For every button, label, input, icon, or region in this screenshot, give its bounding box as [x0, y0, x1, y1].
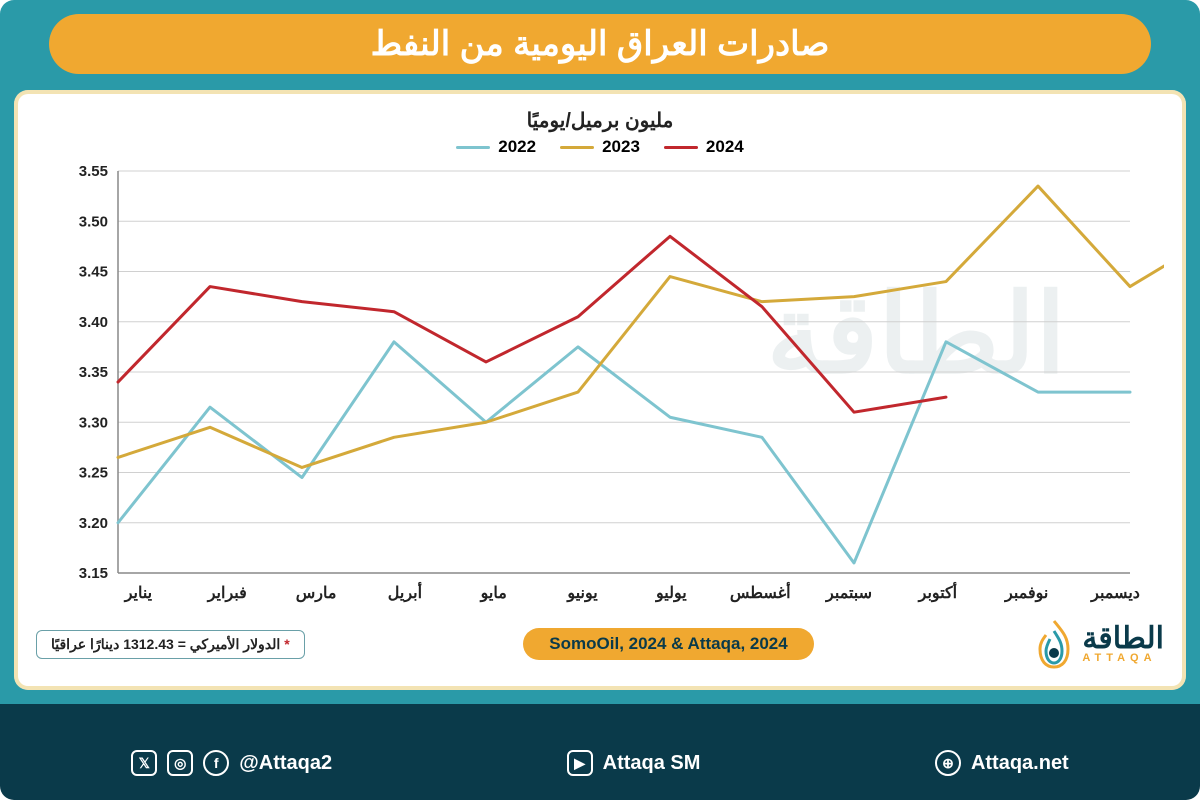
logo-text-en: ATTAQA	[1082, 652, 1164, 664]
legend: 2022 2023 2024	[36, 137, 1164, 157]
title-banner: صادرات العراق اليومية من النفط	[49, 14, 1151, 74]
attaqa-logo: الطاقة ATTAQA	[1032, 617, 1164, 671]
social-youtube: ▶ Attaqa SM	[567, 750, 701, 776]
facebook-icon: f	[203, 750, 229, 776]
note-text: الدولار الأميركي = 1312.43 دينارًا عراقي…	[51, 636, 280, 652]
x-tick-label: فبراير	[183, 583, 272, 603]
web-label: Attaqa.net	[971, 752, 1069, 775]
legend-swatch-2022	[456, 146, 490, 149]
x-tick-label: ديسمبر	[1071, 583, 1160, 603]
svg-text:3.55: 3.55	[79, 163, 108, 180]
x-tick-label: مارس	[272, 583, 361, 603]
logo-text-block: الطاقة ATTAQA	[1082, 625, 1164, 664]
plot-area: 3.15 3.20 3.25 3.30 3.35 3.40 3.45 3.50 3.55	[36, 163, 1164, 583]
x-tick-label: يوليو	[627, 583, 716, 603]
svg-text:3.30: 3.30	[79, 414, 108, 431]
legend-label-2024: 2024	[706, 137, 744, 157]
legend-item-2022: 2022	[456, 137, 536, 157]
legend-item-2023: 2023	[560, 137, 640, 157]
legend-swatch-2024	[664, 146, 698, 149]
y-axis-title: مليون برميل/يوميًا	[36, 108, 1164, 133]
x-tick-label: يونيو	[538, 583, 627, 603]
x-axis-labels: ينايرفبرايرمارسأبريلمايويونيويوليوأغسطسس…	[36, 583, 1164, 603]
svg-text:3.35: 3.35	[79, 364, 108, 381]
youtube-icon: ▶	[567, 750, 593, 776]
svg-text:3.45: 3.45	[79, 264, 108, 281]
chart-card: الطاقة مليون برميل/يوميًا 2022 2023 2024…	[14, 90, 1186, 690]
legend-label-2023: 2023	[602, 137, 640, 157]
x-tick-label: نوفمبر	[982, 583, 1071, 603]
social-handles: 𝕏 ◎ f @Attaqa2	[131, 750, 332, 776]
x-tick-label: أبريل	[360, 583, 449, 603]
legend-label-2022: 2022	[498, 137, 536, 157]
note-asterisk: *	[284, 636, 289, 652]
chart-title: صادرات العراق اليومية من النفط	[371, 24, 830, 64]
youtube-label: Attaqa SM	[603, 752, 701, 775]
source-pill: SomoOil, 2024 & Attaqa, 2024	[523, 628, 813, 660]
legend-item-2024: 2024	[664, 137, 744, 157]
x-tick-label: يناير	[94, 583, 183, 603]
globe-icon: ⊕	[935, 750, 961, 776]
exchange-rate-note: * الدولار الأميركي = 1312.43 دينارًا عرا…	[36, 630, 305, 659]
x-tick-label: أكتوبر	[893, 583, 982, 603]
legend-swatch-2023	[560, 146, 594, 149]
chart-footer: * الدولار الأميركي = 1312.43 دينارًا عرا…	[36, 617, 1164, 671]
logo-text-ar: الطاقة	[1082, 625, 1164, 652]
social-bar: 𝕏 ◎ f @Attaqa2 ▶ Attaqa SM ⊕ Attaqa.net	[14, 750, 1186, 776]
social-handle: @Attaqa2	[239, 752, 332, 775]
line-chart-svg: 3.15 3.20 3.25 3.30 3.35 3.40 3.45 3.50 3.55	[36, 163, 1164, 583]
x-tick-label: مايو	[449, 583, 538, 603]
svg-text:3.20: 3.20	[79, 515, 108, 532]
svg-text:3.25: 3.25	[79, 465, 108, 482]
svg-text:3.15: 3.15	[79, 565, 108, 582]
flame-icon	[1032, 617, 1076, 671]
svg-text:3.50: 3.50	[79, 213, 108, 230]
x-icon: 𝕏	[131, 750, 157, 776]
x-tick-label: أغسطس	[716, 583, 805, 603]
instagram-icon: ◎	[167, 750, 193, 776]
svg-text:3.40: 3.40	[79, 314, 108, 331]
x-tick-label: سبتمبر	[805, 583, 894, 603]
infographic-container: صادرات العراق اليومية من النفط الطاقة مل…	[0, 0, 1200, 800]
social-web: ⊕ Attaqa.net	[935, 750, 1069, 776]
